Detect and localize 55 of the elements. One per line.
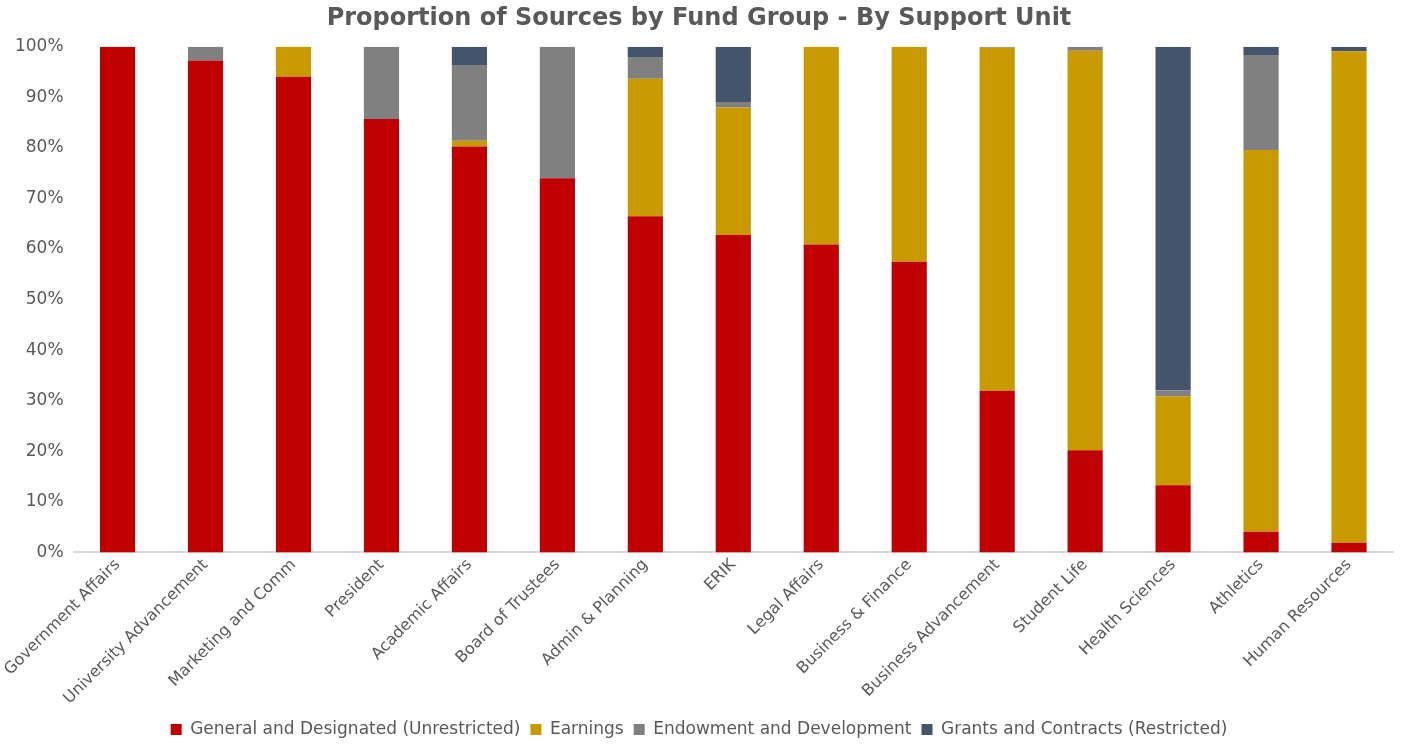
bar	[1331, 542, 1367, 553]
y-tick-label: 50%	[25, 288, 64, 309]
bar	[715, 234, 751, 553]
y-tick-label: 40%	[25, 338, 64, 359]
bar	[627, 56, 663, 79]
y-tick-label: 90%	[25, 85, 64, 106]
bar	[99, 46, 136, 553]
bar	[275, 46, 312, 77]
bar	[1155, 46, 1191, 391]
bar	[1331, 51, 1367, 543]
bar	[451, 146, 488, 553]
legend-label: Earnings	[549, 717, 624, 738]
bar	[363, 119, 400, 553]
bar	[627, 78, 663, 217]
bar	[1155, 485, 1191, 553]
bar	[363, 46, 400, 120]
bar	[1243, 531, 1279, 553]
bar	[539, 178, 575, 553]
bar	[979, 47, 1015, 391]
bar	[1067, 450, 1103, 553]
chart-title: Proportion of Sources by Fund Group - By Support Unit	[326, 2, 1072, 31]
bar	[1155, 396, 1191, 486]
y-tick-label: 20%	[25, 439, 64, 460]
bar	[803, 244, 839, 553]
bar	[891, 46, 927, 262]
bar	[275, 76, 312, 553]
bar	[187, 46, 224, 61]
bar	[1243, 149, 1279, 532]
bar	[187, 60, 224, 553]
bar	[803, 46, 839, 245]
bar	[715, 107, 751, 235]
bar	[451, 46, 488, 65]
legend-label: Endowment and Development	[653, 717, 912, 738]
bar	[979, 390, 1015, 553]
bar	[1243, 54, 1279, 150]
bar	[891, 261, 927, 553]
y-tick-label: 0%	[36, 540, 64, 561]
bar	[627, 216, 663, 553]
bar	[715, 46, 751, 102]
bar	[1243, 46, 1279, 55]
bar	[1067, 50, 1103, 451]
y-tick-label: 30%	[25, 389, 64, 410]
legend-label: General and Designated (Unrestricted)	[190, 717, 521, 738]
y-tick-label: 70%	[25, 186, 64, 207]
y-tick-label: 60%	[25, 237, 64, 258]
legend-label: Grants and Contracts (Restricted)	[941, 717, 1228, 738]
y-tick-label: 10%	[25, 490, 64, 511]
bar	[1331, 46, 1367, 52]
bar	[627, 46, 663, 57]
bar	[539, 46, 575, 179]
y-tick-label: 80%	[25, 136, 64, 157]
bar	[1155, 390, 1191, 397]
y-tick-label: 100%	[14, 35, 64, 56]
bar	[451, 65, 488, 141]
bar	[1067, 46, 1103, 51]
